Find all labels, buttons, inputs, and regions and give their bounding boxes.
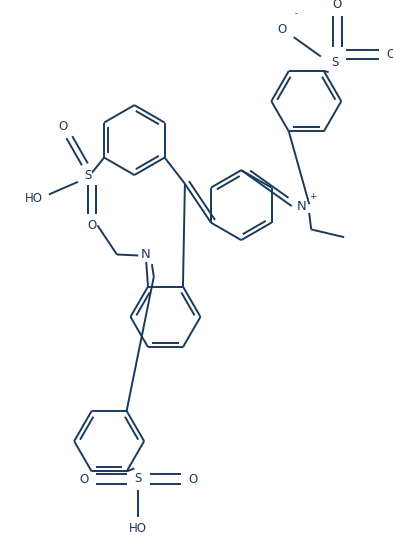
Text: S: S xyxy=(134,472,142,484)
Text: -: - xyxy=(294,9,297,18)
Text: N: N xyxy=(141,248,151,261)
Text: S: S xyxy=(331,56,338,69)
Text: O: O xyxy=(58,120,67,133)
Text: O: O xyxy=(386,48,393,61)
Text: N: N xyxy=(297,199,306,213)
Text: S: S xyxy=(84,169,92,181)
Text: O: O xyxy=(277,23,286,36)
Text: O: O xyxy=(87,219,96,232)
Text: O: O xyxy=(79,472,88,486)
Text: O: O xyxy=(333,0,342,10)
Text: O: O xyxy=(188,472,197,486)
Text: HO: HO xyxy=(129,522,147,535)
Text: +: + xyxy=(309,192,317,201)
Text: HO: HO xyxy=(24,192,42,205)
